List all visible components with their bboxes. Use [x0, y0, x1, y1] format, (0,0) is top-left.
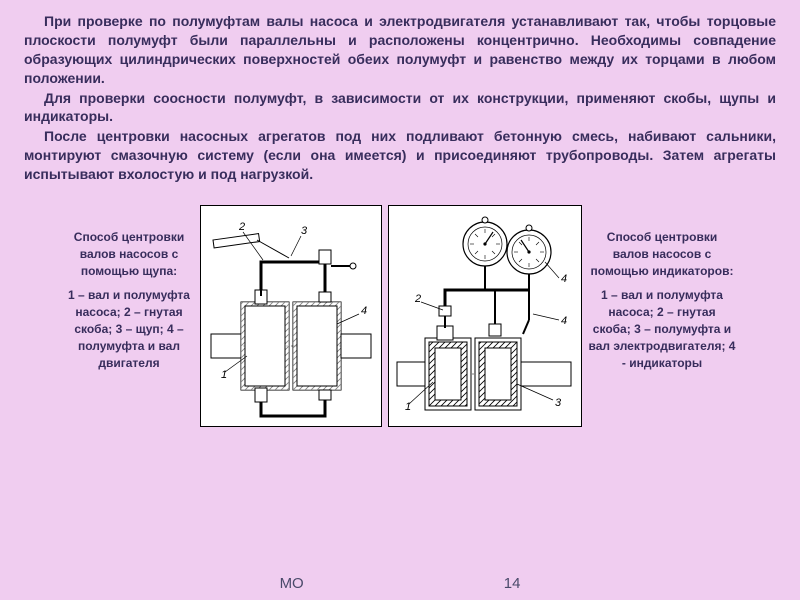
fig-left-label-3: 3	[301, 225, 308, 237]
diagram-right: 1 2 3 4 4	[388, 205, 582, 427]
intro-text: При проверке по полумуфтам валы насоса и…	[0, 0, 800, 189]
paragraph-1: При проверке по полумуфтам валы насоса и…	[24, 12, 776, 88]
fig-right-label-3: 3	[555, 397, 562, 409]
figures-row: Способ центровки валов насосов с помощью…	[0, 189, 800, 427]
caption-left-title: Способ центровки валов насосов с помощью…	[64, 229, 194, 279]
caption-right-legend: 1 – вал и полумуфта насоса; 2 – гнутая с…	[588, 287, 736, 371]
caption-left-legend: 1 – вал и полумуфта насоса; 2 – гнутая с…	[64, 287, 194, 371]
caption-right: Способ центровки валов насосов с помощью…	[588, 205, 736, 371]
fig-left-label-2: 2	[238, 221, 245, 233]
diagram-left: 1 2 3 4	[200, 205, 382, 427]
caption-right-title: Способ центровки валов насосов с помощью…	[588, 229, 736, 279]
paragraph-2: Для проверки соосности полумуфт, в завис…	[24, 89, 776, 127]
footer: МО 14	[0, 575, 800, 592]
svg-text:4: 4	[561, 315, 567, 327]
footer-right: 14	[504, 575, 521, 592]
paragraph-3: После центровки насосных агрегатов под н…	[24, 127, 776, 184]
fig-left-label-4: 4	[361, 305, 367, 317]
caption-left: Способ центровки валов насосов с помощью…	[64, 205, 194, 371]
fig-right-label-2: 2	[414, 293, 421, 305]
fig-right-label-4: 4	[561, 273, 567, 285]
footer-left: МО	[280, 575, 304, 592]
